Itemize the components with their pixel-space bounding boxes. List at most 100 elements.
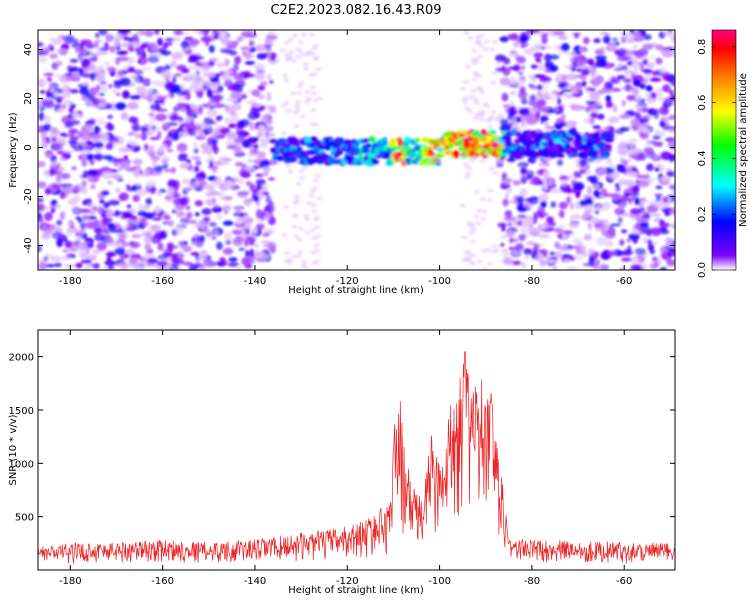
heatmap-cell: [78, 243, 83, 250]
colorbar-tick-label: 0.0: [697, 262, 708, 278]
heatmap-cell: [466, 165, 473, 170]
heatmap-cell: [663, 125, 668, 131]
heatmap-cell: [159, 50, 172, 56]
heatmap-cell: [232, 176, 239, 180]
heatmap-cell: [99, 80, 107, 85]
heatmap-cell: [626, 38, 635, 44]
heatmap-cell: [649, 262, 658, 270]
heatmap-cell: [414, 137, 421, 143]
heatmap-cell: [634, 197, 640, 206]
heatmap-cell: [611, 37, 618, 42]
heatmap-cell: [63, 238, 68, 242]
heatmap-cell: [198, 131, 204, 136]
heatmap-cell: [637, 182, 650, 188]
x-tick-label: -120: [336, 276, 359, 287]
heatmap-cell: [269, 80, 274, 84]
heatmap-cell: [59, 132, 67, 137]
heatmap-cell: [267, 177, 276, 181]
heatmap-cell: [536, 58, 542, 63]
heatmap-cell: [164, 81, 176, 90]
heatmap-cell: [90, 154, 101, 160]
heatmap-cell: [181, 178, 191, 184]
heatmap-cell: [43, 115, 51, 124]
heatmap-cell: [656, 44, 665, 51]
heatmap-cell: [295, 181, 302, 186]
heatmap-cell: [658, 31, 666, 39]
heatmap-cell: [308, 72, 315, 77]
heatmap-cell: [655, 88, 663, 97]
heatmap-cell: [467, 36, 474, 41]
heatmap-cell: [314, 225, 321, 230]
heatmap-cell: [98, 103, 107, 107]
heatmap-cell: [442, 150, 448, 156]
heatmap-cell: [65, 228, 75, 236]
heatmap-cell: [626, 94, 636, 102]
heatmap-cell: [105, 143, 114, 150]
heatmap-cell: [435, 160, 442, 166]
heatmap-cell: [211, 236, 217, 240]
heatmap-cell: [192, 30, 201, 33]
heatmap-cell: [56, 48, 68, 54]
heatmap-cell: [315, 173, 322, 178]
heatmap-cell: [267, 211, 274, 215]
heatmap-cell: [87, 174, 99, 183]
heatmap-cell: [222, 247, 234, 255]
heatmap-cell: [502, 257, 514, 265]
heatmap-cell: [96, 50, 108, 56]
heatmap-cell: [664, 30, 675, 37]
heatmap-cell: [265, 195, 272, 204]
heatmap-cell: [500, 152, 506, 158]
heatmap-cell: [269, 30, 275, 36]
heatmap-cell: [223, 79, 234, 87]
snr-series-line: [38, 350, 675, 564]
heatmap-cell: [90, 184, 96, 190]
heatmap-cell: [474, 35, 481, 40]
heatmap-cell: [291, 142, 301, 147]
x-tick-label: -160: [151, 576, 174, 587]
heatmap-cell: [621, 99, 626, 107]
heatmap-cell: [162, 162, 169, 169]
heatmap-cell: [144, 30, 155, 37]
heatmap-cell: [75, 231, 80, 237]
heatmap-cell: [658, 131, 666, 136]
heatmap-cell: [75, 216, 82, 220]
snr-panel: -180 -160 -140 -120 -100 -80 -60 500 1000 1500 20…: [8, 329, 676, 596]
heatmap-cell: [502, 251, 510, 260]
heatmap-cell: [581, 67, 590, 76]
colorbar-label: Normalized spectral amplitude: [738, 73, 749, 227]
heatmap-cell: [554, 30, 566, 36]
heatmap-cell: [142, 66, 152, 71]
heatmap-cell: [629, 256, 640, 264]
heatmap-cell: [116, 242, 123, 248]
heatmap-cell: [154, 125, 161, 133]
heatmap-cell: [564, 120, 575, 129]
heatmap-cell: [104, 61, 110, 67]
heatmap-cell: [309, 32, 316, 37]
heatmap-cell: [149, 136, 160, 141]
heatmap-cell: [99, 198, 105, 204]
heatmap-cell: [624, 49, 632, 54]
heatmap-cell: [466, 136, 475, 142]
heatmap-cell: [67, 88, 80, 94]
heatmap-cell: [94, 233, 105, 242]
heatmap-cell: [130, 143, 140, 147]
heatmap-cell: [569, 214, 575, 221]
heatmap-cell: [191, 156, 202, 161]
heatmap-cell: [667, 129, 675, 133]
heatmap-cell: [47, 223, 57, 232]
heatmap-cell: [654, 129, 660, 137]
heatmap-cell: [499, 77, 511, 86]
heatmap-cell: [280, 103, 287, 108]
heatmap-cell: [130, 41, 139, 46]
heatmap-cell: [185, 205, 191, 211]
heatmap-cell: [208, 222, 217, 227]
heatmap-cell: [126, 132, 133, 138]
heatmap-cell: [133, 182, 143, 186]
heatmap-cell: [171, 209, 177, 214]
heatmap-cell: [58, 166, 66, 172]
heatmap-cell: [435, 153, 445, 158]
heatmap-cell: [255, 223, 265, 230]
heatmap-cell: [97, 70, 104, 80]
heatmap-cell: [130, 264, 135, 268]
heatmap-cell: [82, 199, 89, 206]
